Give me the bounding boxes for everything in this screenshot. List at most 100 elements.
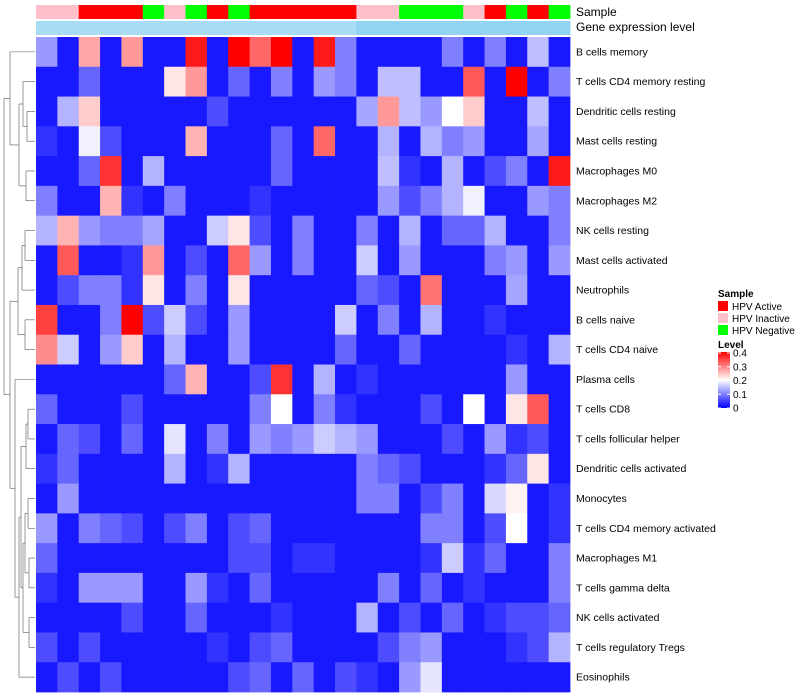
heatmap-cell bbox=[313, 185, 336, 217]
heatmap-cell bbox=[57, 126, 80, 157]
heatmap-cell bbox=[484, 632, 507, 663]
row-label: T cells regulatory Tregs bbox=[576, 642, 685, 654]
heatmap-cell bbox=[377, 156, 400, 187]
heatmap-cell bbox=[292, 424, 315, 455]
row-labels: B cells memory T cells CD4 memory resting… bbox=[576, 46, 716, 683]
heatmap-cell bbox=[335, 185, 357, 217]
heatmap-cell bbox=[270, 394, 293, 425]
heatmap-cell bbox=[335, 572, 357, 604]
heatmap-cell bbox=[356, 215, 379, 246]
heatmap-cell bbox=[420, 662, 443, 693]
heatmap-cell bbox=[463, 453, 485, 484]
heatmap-cell bbox=[441, 334, 464, 365]
heatmap-cell bbox=[164, 662, 186, 693]
heatmap-cell bbox=[121, 126, 144, 157]
heatmap-cell bbox=[335, 96, 357, 127]
heatmap-cell bbox=[548, 394, 571, 425]
heatmap-cell bbox=[249, 543, 272, 574]
heatmap-cell bbox=[548, 66, 571, 97]
heatmap-cell bbox=[185, 96, 208, 127]
heatmap-cell bbox=[399, 215, 421, 246]
heatmap-cell bbox=[548, 37, 571, 68]
heatmap-cell bbox=[292, 275, 315, 306]
heatmap-cell bbox=[121, 513, 144, 544]
heatmap-cell bbox=[420, 453, 443, 484]
heatmap-cell bbox=[420, 424, 443, 455]
heatmap-cell bbox=[484, 543, 507, 574]
heatmap-cell bbox=[100, 215, 122, 246]
heatmap-cell bbox=[484, 245, 507, 276]
row-label: B cells memory bbox=[576, 46, 649, 58]
heatmap-cell bbox=[377, 66, 400, 97]
heatmap-cell bbox=[527, 304, 550, 336]
heatmap-cell bbox=[185, 185, 208, 217]
heatmap-cell bbox=[548, 215, 571, 246]
heatmap-cell bbox=[441, 185, 464, 217]
heatmap-cell bbox=[57, 156, 80, 187]
heatmap-cell bbox=[313, 424, 336, 455]
heatmap-cell bbox=[548, 453, 571, 484]
heatmap-cell bbox=[484, 66, 507, 97]
sample-annotation-cell bbox=[463, 5, 485, 19]
heatmap-cell bbox=[78, 156, 101, 187]
heatmap-cell bbox=[377, 662, 400, 693]
heatmap-cell bbox=[121, 543, 144, 574]
heatmap-cell bbox=[527, 37, 550, 68]
heatmap-cell bbox=[78, 572, 101, 604]
heatmap-cell bbox=[100, 453, 122, 484]
heatmap-cell bbox=[292, 185, 315, 217]
heatmap-cell bbox=[505, 126, 528, 157]
heatmap-cell bbox=[78, 215, 101, 246]
heatmap-cell bbox=[292, 632, 315, 663]
heatmap-cell bbox=[270, 275, 293, 306]
expression-annotation-cell bbox=[335, 21, 357, 35]
heatmap-cell bbox=[185, 215, 208, 246]
heatmap-cell bbox=[270, 185, 293, 217]
heatmap-cell bbox=[121, 275, 144, 306]
legend-sample-title: Sample bbox=[718, 289, 754, 300]
heatmap-cell bbox=[356, 96, 379, 127]
heatmap-cell bbox=[527, 275, 550, 306]
heatmap-cell bbox=[335, 662, 357, 693]
heatmap-cell bbox=[484, 96, 507, 127]
heatmap-cell bbox=[548, 513, 571, 544]
sample-annotation-cell bbox=[185, 5, 208, 19]
heatmap-cell bbox=[121, 185, 144, 217]
heatmap-cell bbox=[335, 602, 357, 633]
heatmap-cell bbox=[463, 126, 485, 157]
heatmap-cell bbox=[505, 304, 528, 336]
heatmap-cell bbox=[228, 632, 250, 663]
heatmap-cell bbox=[335, 394, 357, 425]
heatmap-cell bbox=[484, 424, 507, 455]
heatmap-cell bbox=[206, 37, 229, 68]
heatmap-cell bbox=[142, 185, 165, 217]
heatmap-cell bbox=[185, 126, 208, 157]
heatmap-cell bbox=[420, 513, 443, 544]
expression-annotation-cell bbox=[463, 21, 485, 35]
heatmap-cell bbox=[228, 602, 250, 633]
heatmap-cell bbox=[356, 543, 379, 574]
heatmap-cell bbox=[313, 543, 336, 574]
heatmap-cell bbox=[78, 66, 101, 97]
heatmap-cell bbox=[228, 66, 250, 97]
heatmap-cell bbox=[121, 602, 144, 633]
heatmap-cell bbox=[420, 66, 443, 97]
heatmap-cell bbox=[142, 245, 165, 276]
heatmap-cell bbox=[57, 66, 80, 97]
heatmap-cell bbox=[505, 245, 528, 276]
heatmap-cell bbox=[249, 245, 272, 276]
heatmap-cell bbox=[228, 126, 250, 157]
row-label: Mast cells activated bbox=[576, 255, 668, 267]
sample-annotation-cell bbox=[249, 5, 272, 19]
heatmap-cell bbox=[185, 483, 208, 514]
heatmap-cell bbox=[313, 334, 336, 365]
heatmap-cell bbox=[249, 156, 272, 187]
heatmap-cell bbox=[249, 185, 272, 217]
heatmap-cell bbox=[36, 334, 58, 365]
heatmap-cell bbox=[484, 304, 507, 336]
sample-annotation-cell bbox=[335, 5, 357, 19]
expression-annotation-cell bbox=[57, 21, 80, 35]
heatmap-cell bbox=[441, 483, 464, 514]
heatmap-cell bbox=[121, 632, 144, 663]
